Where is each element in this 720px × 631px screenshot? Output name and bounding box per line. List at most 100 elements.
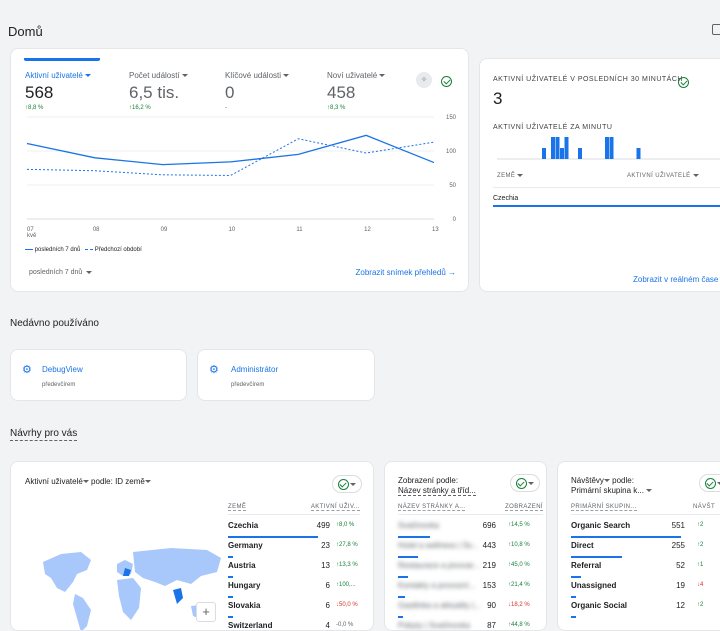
channel-row[interactable]: Organic Social 12 ↑2 xyxy=(571,598,720,618)
metric-change: 8,3 % xyxy=(330,105,346,111)
chevron-down-icon xyxy=(717,481,720,485)
row-change: ↓50,0 % xyxy=(336,602,358,608)
recent-item-admin[interactable]: ⚙ Administrátor předevčírem xyxy=(197,349,375,401)
column-header-sessions[interactable]: NÁVŠT xyxy=(693,504,716,510)
realtime-users-column[interactable]: AKTIVNÍ UŽIVATELÉ xyxy=(627,173,699,179)
recent-item-subtitle: předevčírem xyxy=(42,382,76,388)
chevron-down-icon xyxy=(86,270,93,274)
metric-selector[interactable]: Aktivní uživatelé xyxy=(25,477,83,486)
page-row[interactable]: Gastlinka a aktuality |... 90 ↓18,2 % xyxy=(398,598,543,618)
x-tick-label: 13 xyxy=(432,227,439,233)
row-label: Restaurace a pivovar... xyxy=(398,561,480,570)
metric-value: 568 xyxy=(25,83,54,102)
column-header-views[interactable]: ZOBRAZENÍ xyxy=(505,504,543,511)
row-label: Pobyty | Svačinovka xyxy=(398,621,470,630)
row-change-value: 13,3 % xyxy=(339,562,358,568)
x-tick-label: 10 xyxy=(229,227,236,233)
arrow-up-icon: ↑ xyxy=(336,582,339,588)
insights-icon[interactable]: ✧ xyxy=(416,72,432,88)
realtime-country-column[interactable]: ZEMĚ xyxy=(497,173,524,179)
recent-heading: Nedávno používáno xyxy=(10,318,99,329)
row-label: Kontakty a provozní... xyxy=(398,581,476,590)
row-share-bar xyxy=(228,616,233,618)
dimension-selector[interactable]: Primární skupina k... xyxy=(571,486,653,495)
x-tick-label: 09 xyxy=(161,227,168,233)
metric-label: Počet událostí xyxy=(129,71,180,80)
legend-swatch-current xyxy=(25,248,33,251)
row-change: ↑2 xyxy=(697,522,703,528)
minute-bar xyxy=(542,148,546,159)
page-row[interactable]: Hotel a wellness | Sv... 443 ↑10,8 % xyxy=(398,538,543,558)
chevron-down-icon xyxy=(82,480,89,484)
page-row[interactable]: Restaurace a pivovar... 219 ↑45,0 % xyxy=(398,558,543,578)
column-header-channel[interactable]: PRIMÁRNÍ SKUPIN... xyxy=(571,504,637,511)
card-status-menu[interactable] xyxy=(332,475,362,493)
row-change: ↑27,8 % xyxy=(336,542,358,548)
map-zoom-in-button[interactable]: + xyxy=(196,602,216,622)
date-range-label: posledních 7 dnů xyxy=(29,269,83,276)
channel-row[interactable]: Direct 255 ↑2 xyxy=(571,538,720,558)
header-action-icon[interactable] xyxy=(712,24,720,35)
row-value: 19 xyxy=(676,581,685,590)
recent-item-debugview[interactable]: ⚙ DebugView předevčírem xyxy=(10,349,187,401)
per-minute-bar-chart xyxy=(497,137,720,160)
x-tick-label: 12 xyxy=(364,227,371,233)
view-realtime-link[interactable]: Zobrazit v reálném čase xyxy=(633,275,719,284)
page-row[interactable]: Svačinovka 696 ↑14,5 % xyxy=(398,518,543,538)
row-change: -0,0 % xyxy=(336,622,353,628)
minute-bar xyxy=(551,137,555,159)
chevron-down-icon xyxy=(144,480,151,484)
metric-event-count[interactable]: Počet událostí 6,5 tis. ↑16,2 % xyxy=(129,71,219,111)
card-status-menu[interactable] xyxy=(699,474,720,492)
metric-change: - xyxy=(225,105,227,111)
row-value: 499 xyxy=(316,521,330,530)
page-row[interactable]: Kontakty a provozní... 153 ↑21,4 % xyxy=(398,578,543,598)
view-reports-snapshot-link[interactable]: Zobrazit snímek přehledů → xyxy=(356,268,457,277)
row-share-bar xyxy=(571,536,681,538)
plus-icon: + xyxy=(202,604,210,619)
metric-key-events[interactable]: Klíčové události 0 - xyxy=(225,71,315,111)
channel-row[interactable]: Unassigned 19 ↓4 xyxy=(571,578,720,598)
country-row[interactable]: Germany 23 ↑27,8 % xyxy=(228,538,360,558)
chevron-down-icon xyxy=(181,74,188,78)
country-row[interactable]: Slovakia 6 ↓50,0 % xyxy=(228,598,360,618)
country-row[interactable]: Czechia 499 ↑8,0 % xyxy=(228,518,360,538)
row-share-bar xyxy=(398,556,419,558)
arrow-up-icon: ↑ xyxy=(129,105,132,111)
recent-item-subtitle: předevčírem xyxy=(231,382,265,388)
dimension-selector[interactable]: ID země xyxy=(115,477,145,486)
sessions-by-channel-card: Návštěvy podle: Primární skupina k... PR… xyxy=(557,461,720,631)
row-label: Direct xyxy=(571,541,594,550)
row-change-value: 45,0 % xyxy=(511,562,530,568)
column-header-page[interactable]: NÁZEV STRÁNKY A... xyxy=(398,504,466,511)
metric-selector[interactable]: Návštěvy xyxy=(571,476,604,485)
chevron-down-icon xyxy=(379,74,386,78)
column-header-country[interactable]: ZEMĚ xyxy=(228,504,247,511)
minute-bar xyxy=(636,148,641,159)
chevron-down-icon xyxy=(646,489,653,493)
metric-active-users[interactable]: Aktivní uživatelé 568 ↑8,8 % xyxy=(25,71,115,111)
row-change-value: 44,8 % xyxy=(511,622,530,628)
metric-new-users[interactable]: Noví uživatelé 458 ↑8,3 % xyxy=(327,71,417,111)
date-range-selector[interactable]: posledních 7 dnů xyxy=(29,269,93,276)
card-status-menu[interactable] xyxy=(510,474,540,492)
row-value: 696 xyxy=(482,521,496,530)
channel-row[interactable]: Organic Search 551 ↑2 xyxy=(571,518,720,538)
dimension-selector[interactable]: Název stránky a tříd... xyxy=(398,486,476,496)
row-share-bar xyxy=(228,556,233,558)
row-share-bar xyxy=(571,616,576,618)
row-value: 6 xyxy=(325,581,330,590)
country-row[interactable]: Austria 13 ↑13,3 % xyxy=(228,558,360,578)
realtime-check-icon[interactable] xyxy=(678,75,689,93)
country-row[interactable]: Hungary 6 ↑100,... xyxy=(228,578,360,598)
row-change-value: 4 xyxy=(700,582,704,588)
arrow-up-icon: ↑ xyxy=(697,522,700,528)
row-label: Organic Search xyxy=(571,521,631,530)
y-tick-label: 100 xyxy=(446,149,457,155)
y-tick-label: 0 xyxy=(453,217,457,223)
column-header-users[interactable]: AKTIVNÍ UŽIV... xyxy=(310,504,360,511)
channel-row[interactable]: Referral 52 ↑1 xyxy=(571,558,720,578)
realtime-card: AKTIVNÍ UŽIVATELÉ V POSLEDNÍCH 30 MINUTÁ… xyxy=(479,58,720,292)
row-share-bar xyxy=(398,576,408,578)
status-check-icon[interactable] xyxy=(441,74,452,92)
